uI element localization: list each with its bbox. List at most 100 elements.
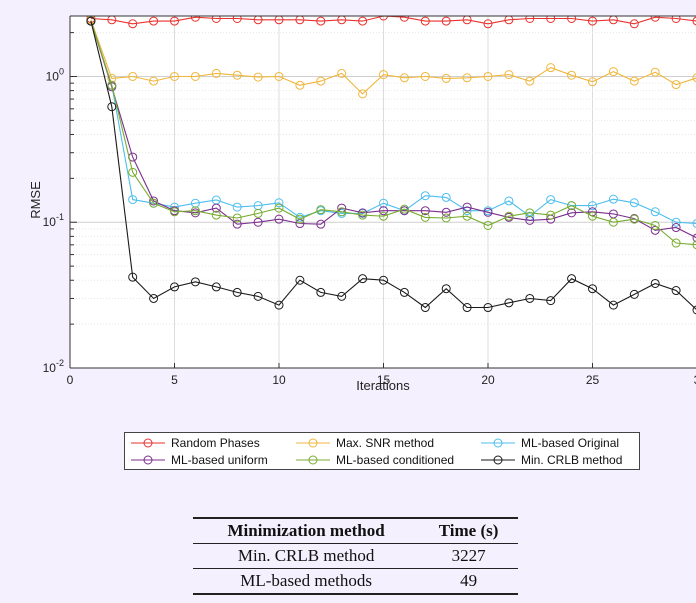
legend-label: ML-based conditioned	[336, 453, 454, 467]
x-tick-label: 5	[171, 373, 178, 387]
data-point	[629, 289, 639, 299]
data-point	[170, 71, 179, 81]
data-point	[337, 291, 347, 301]
data-point	[441, 192, 451, 202]
data-point	[525, 16, 535, 23]
data-point	[483, 19, 493, 29]
legend-marker	[493, 455, 503, 465]
data-point	[274, 203, 284, 213]
legend-item: Min. CRLB method	[481, 453, 622, 467]
data-point	[274, 16, 284, 25]
data-point	[483, 207, 493, 217]
data-point	[567, 16, 577, 23]
data-point	[337, 68, 347, 78]
data-point	[588, 16, 597, 26]
data-point	[650, 220, 660, 230]
data-point	[232, 219, 242, 229]
data-point	[671, 238, 681, 248]
y-tick-labels: 10-2 10-1 100	[43, 66, 77, 375]
data-point	[149, 198, 159, 208]
data-point	[504, 211, 514, 221]
x-axis-label: Iterations	[356, 378, 410, 393]
series-max-snr-method	[86, 16, 696, 99]
data-point	[399, 16, 409, 22]
x-tick-label: 10	[272, 373, 286, 387]
legend-item: ML-based uniform	[131, 453, 268, 467]
data-point	[149, 196, 159, 206]
y-tick-label: 100	[46, 66, 64, 83]
data-point	[358, 16, 368, 26]
legend-marker	[308, 455, 318, 465]
data-point	[420, 206, 430, 216]
data-point	[420, 303, 430, 313]
data-point	[608, 16, 618, 25]
data-point	[567, 208, 577, 218]
data-point	[128, 71, 138, 81]
data-point	[504, 16, 514, 25]
legend-item: Max. SNR method	[296, 436, 434, 450]
data-point	[253, 16, 263, 25]
data-point	[358, 210, 368, 220]
table-header-method: Minimization method	[227, 521, 385, 540]
data-point	[211, 16, 221, 23]
data-point	[629, 198, 639, 208]
x-tick-label: 25	[586, 373, 600, 387]
data-point	[441, 207, 451, 217]
data-point	[462, 211, 472, 221]
data-point	[588, 211, 597, 221]
data-point	[504, 196, 514, 206]
legend-item: Random Phases	[131, 436, 260, 450]
data-point	[441, 73, 451, 83]
data-point	[107, 16, 117, 25]
data-point	[358, 274, 368, 284]
data-point	[232, 202, 242, 212]
table-cell-method: ML-based methods	[240, 571, 372, 590]
data-point	[650, 278, 660, 288]
data-point	[650, 225, 660, 235]
data-point	[462, 202, 472, 212]
legend-marker	[493, 438, 503, 448]
y-tick-label: 10-1	[43, 212, 64, 229]
data-point	[692, 73, 696, 83]
data-point	[211, 210, 221, 220]
data-point	[337, 16, 347, 25]
data-point	[211, 203, 221, 213]
legend-label: ML-based uniform	[171, 453, 268, 467]
data-point	[274, 214, 284, 224]
data-point	[274, 198, 284, 208]
table-cell-method: Min. CRLB method	[237, 546, 375, 565]
data-point	[86, 16, 96, 26]
data-point	[671, 223, 681, 233]
data-point	[149, 293, 159, 303]
data-point	[420, 212, 430, 222]
data-point	[546, 16, 556, 23]
data-point	[525, 208, 535, 218]
data-point	[295, 16, 305, 25]
table-header-time: Time (s)	[438, 521, 499, 540]
data-point	[692, 305, 696, 315]
data-point	[650, 207, 660, 217]
data-point	[567, 70, 577, 80]
data-point	[170, 16, 179, 26]
data-point	[608, 67, 618, 77]
data-point	[316, 16, 326, 26]
data-point	[316, 287, 326, 297]
chart-legend: Random Phases Max. SNR method ML-based Ori…	[124, 432, 640, 470]
data-point	[316, 76, 326, 86]
data-point	[567, 201, 577, 211]
legend-label: Min. CRLB method	[521, 453, 622, 467]
data-point	[107, 102, 117, 112]
data-point	[441, 284, 451, 294]
data-point	[692, 240, 696, 250]
data-point	[128, 167, 138, 177]
data-point	[128, 19, 138, 29]
data-point	[462, 303, 472, 313]
data-point	[253, 208, 263, 218]
data-point	[379, 70, 388, 80]
data-point	[483, 303, 493, 313]
data-point	[253, 291, 263, 301]
data-point	[253, 72, 263, 82]
data-point	[232, 287, 242, 297]
x-tick-label: 0	[67, 373, 74, 387]
data-point	[420, 71, 430, 81]
